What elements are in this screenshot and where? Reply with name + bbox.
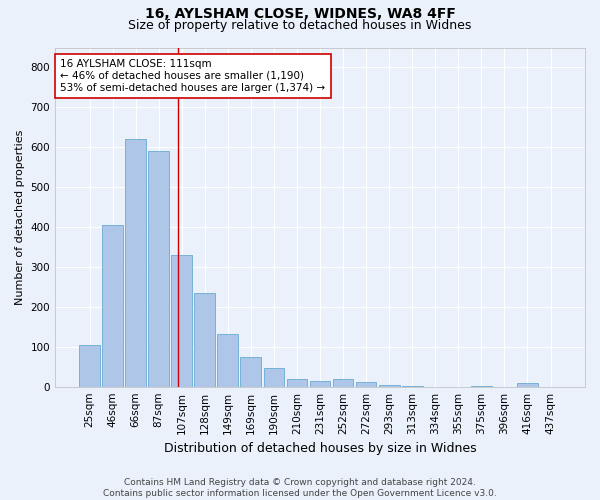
Bar (194, 293, 215, 386)
Bar (379, 384, 400, 386)
Text: Size of property relative to detached houses in Widnes: Size of property relative to detached ho… (128, 18, 472, 32)
Text: 16 AYLSHAM CLOSE: 111sqm
← 46% of detached houses are smaller (1,190)
53% of sem: 16 AYLSHAM CLOSE: 111sqm ← 46% of detach… (61, 60, 325, 92)
Y-axis label: Number of detached properties: Number of detached properties (15, 130, 25, 305)
Bar (102, 225, 123, 386)
Bar (125, 140, 146, 386)
Bar (263, 368, 284, 386)
Bar (172, 255, 192, 386)
Bar (332, 380, 353, 386)
Bar (287, 378, 307, 386)
Bar (517, 384, 538, 386)
Bar (148, 151, 169, 386)
Text: Contains HM Land Registry data © Crown copyright and database right 2024.
Contai: Contains HM Land Registry data © Crown c… (103, 478, 497, 498)
Bar (79, 345, 100, 387)
Bar (241, 357, 261, 386)
Bar (356, 382, 376, 386)
Text: 16, AYLSHAM CLOSE, WIDNES, WA8 4FF: 16, AYLSHAM CLOSE, WIDNES, WA8 4FF (145, 8, 455, 22)
Bar (217, 334, 238, 386)
X-axis label: Distribution of detached houses by size in Widnes: Distribution of detached houses by size … (164, 442, 476, 455)
Bar (310, 380, 331, 386)
